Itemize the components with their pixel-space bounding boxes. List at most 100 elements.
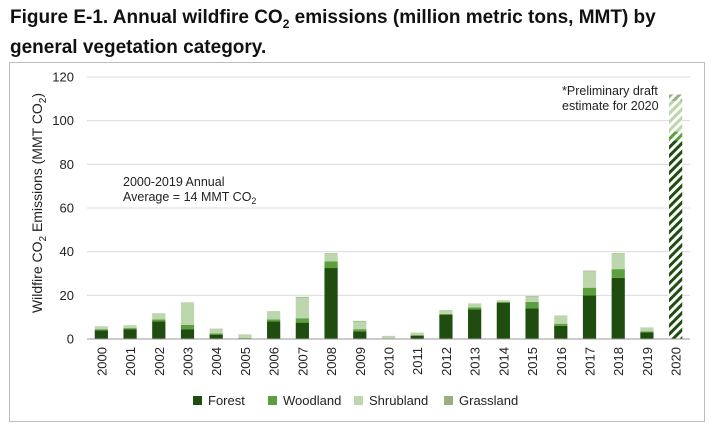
preliminary-note-line2: estimate for 2020 — [562, 99, 659, 113]
bar-forest-2007 — [295, 322, 309, 339]
bar-forest-2019 — [640, 332, 654, 339]
x-tick-label: 2008 — [324, 347, 339, 376]
bar-woodland-2014 — [496, 301, 510, 303]
bar-shrubland-2020 — [669, 101, 683, 132]
x-tick-label: 2020 — [669, 347, 684, 376]
x-tick-label: 2019 — [640, 347, 655, 376]
legend-label-forest: Forest — [208, 393, 245, 408]
bar-grassland-2018 — [611, 253, 625, 254]
title-subscript: 2 — [282, 16, 290, 31]
bar-shrubland-2014 — [496, 300, 510, 302]
x-tick-label: 2012 — [439, 347, 454, 376]
x-tick-label: 2006 — [267, 347, 282, 376]
bar-forest-2016 — [554, 325, 568, 339]
bar-woodland-2011 — [410, 335, 424, 336]
bar-woodland-2000 — [94, 329, 108, 331]
x-tick-label: 2016 — [554, 347, 569, 376]
x-tick-label: 2007 — [295, 347, 310, 376]
bar-shrubland-2019 — [640, 328, 654, 332]
bar-forest-2008 — [324, 268, 338, 339]
x-tick-label: 2004 — [209, 347, 224, 376]
bar-woodland-2001 — [123, 328, 137, 330]
x-tick-label: 2010 — [382, 347, 397, 376]
bar-grassland-2017 — [582, 270, 597, 272]
x-tick-label: 2009 — [353, 347, 368, 376]
x-tick-label: 2003 — [181, 347, 196, 376]
legend-swatch-forest — [193, 396, 202, 405]
bar-forest-2009 — [353, 331, 367, 339]
bar-shrubland-2013 — [468, 304, 482, 308]
bar-shrubland-2006 — [267, 311, 281, 320]
x-tick-label: 2002 — [152, 347, 167, 376]
bar-forest-2003 — [180, 329, 195, 339]
bar-forest-2004 — [209, 334, 223, 339]
title-text: Figure E-1. Annual wildfire CO — [10, 7, 283, 28]
bar-forest-2013 — [468, 309, 482, 339]
x-tick-label: 2001 — [123, 347, 138, 376]
y-axis-label: Wildfire CO2 Emissions (MMT CO2) — [29, 93, 49, 313]
bar-shrubland-2015 — [525, 296, 539, 302]
x-tick-label: 2000 — [94, 347, 109, 376]
bar-shrubland-2001 — [123, 325, 137, 329]
preliminary-note-line1: *Preliminary draft — [562, 84, 658, 98]
bar-forest-2014 — [496, 302, 510, 339]
bar-woodland-2020 — [669, 131, 683, 141]
bar-forest-2001 — [123, 329, 137, 339]
bar-shrubland-2003 — [180, 302, 195, 325]
bar-forest-2002 — [152, 321, 166, 339]
x-tick-label: 2018 — [611, 347, 626, 376]
bar-shrubland-2016 — [554, 316, 568, 324]
bar-shrubland-2010 — [381, 336, 396, 339]
bar-grassland-2007 — [295, 296, 309, 298]
bar-woodland-2006 — [267, 319, 281, 322]
bar-grassland-2008 — [324, 253, 338, 254]
bar-woodland-2019 — [640, 331, 654, 333]
y-tick-label: 60 — [60, 201, 74, 216]
bar-woodland-2016 — [554, 323, 568, 326]
x-tick-label: 2015 — [525, 347, 540, 376]
legend-label-woodland: Woodland — [283, 393, 341, 408]
bar-woodland-2007 — [295, 318, 309, 323]
title-text-end: emissions (million metric tons, MMT) by … — [10, 7, 656, 58]
bar-woodland-2018 — [611, 269, 625, 278]
bar-forest-2011 — [410, 335, 424, 339]
bar-forest-2006 — [267, 321, 281, 339]
x-tick-label: 2014 — [496, 347, 511, 376]
bar-shrubland-2005 — [238, 334, 252, 338]
bar-shrubland-2009 — [353, 321, 367, 330]
x-tick-label: 2005 — [238, 347, 253, 376]
bar-forest-2017 — [582, 295, 597, 339]
bar-shrubland-2012 — [439, 310, 453, 314]
bar-woodland-2009 — [353, 329, 367, 332]
bar-forest-2018 — [611, 277, 625, 339]
bar-shrubland-2004 — [209, 329, 223, 334]
bar-shrubland-2011 — [410, 332, 424, 336]
y-tick-label: 0 — [67, 332, 74, 347]
legend: Forest Woodland Shrubland Grassland — [193, 393, 518, 408]
figure-title: Figure E-1. Annual wildfire CO2 emission… — [10, 6, 715, 60]
bar-grassland-2020 — [669, 94, 683, 102]
gridlines — [87, 76, 690, 296]
bar-woodland-2002 — [152, 319, 166, 322]
x-tick-label: 2017 — [583, 347, 598, 376]
bars — [94, 94, 683, 339]
y-tick-label: 120 — [52, 70, 74, 85]
chart-frame — [9, 62, 705, 422]
bar-shrubland-2017 — [582, 271, 597, 288]
bar-shrubland-2002 — [152, 313, 166, 320]
bar-shrubland-2007 — [295, 297, 309, 319]
bar-shrubland-2008 — [324, 253, 338, 262]
bar-forest-2012 — [439, 314, 453, 339]
average-annotation-line1: 2000-2019 Annual — [123, 175, 224, 189]
y-tick-label: 40 — [60, 244, 74, 259]
bar-forest-2015 — [525, 308, 539, 339]
bar-forest-2020 — [669, 140, 683, 339]
x-tick-label: 2011 — [410, 347, 425, 375]
average-annotation-line2: Average = 14 MMT CO2 — [123, 190, 256, 206]
bar-woodland-2015 — [525, 301, 539, 309]
legend-swatch-woodland — [268, 396, 277, 405]
legend-label-grassland: Grassland — [459, 393, 518, 408]
bar-woodland-2003 — [180, 324, 195, 330]
legend-swatch-grassland — [444, 396, 453, 405]
